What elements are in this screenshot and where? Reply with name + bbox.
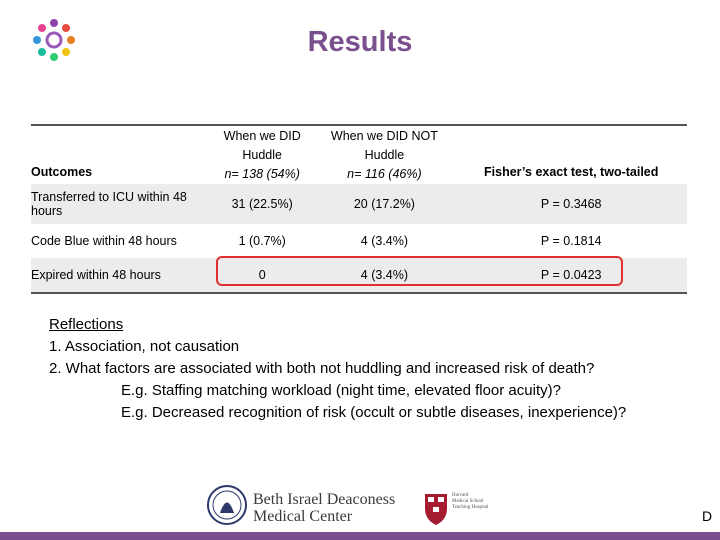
- did-huddle-cell: 1 (0.7%): [238, 234, 286, 248]
- org-line2: Medical Center: [253, 508, 353, 525]
- table-row: Transferred to ICU within 48 hours 31 (2…: [31, 184, 687, 224]
- did-not-huddle-cell: 20 (17.2%): [353, 197, 415, 211]
- outcome-cell: Code Blue within 48 hours: [31, 234, 177, 248]
- people-circle-logo: [33, 19, 75, 61]
- harvard-wordmark: Harvard Medical School Teaching Hospital: [452, 493, 502, 511]
- corner-letter: D: [702, 508, 713, 524]
- affiliate-line1: Harvard: [452, 493, 469, 498]
- reflection-item: 1. Association, not causation: [49, 338, 240, 355]
- page-title: Results: [307, 26, 413, 58]
- header-did-huddle: When we DID Huddle n= 138 (54%): [211, 125, 313, 184]
- footer-logos: [207, 485, 447, 525]
- header-did-not-huddle-line2: Huddle: [364, 147, 405, 162]
- significant-result-highlight: [216, 256, 623, 286]
- did-huddle-cell: 31 (22.5%): [231, 197, 293, 211]
- bottom-accent-bar: [0, 532, 720, 540]
- header-did-huddle-line1: When we DID: [223, 128, 301, 143]
- org-line1: Beth Israel Deaconess: [253, 491, 396, 508]
- did-not-huddle-cell: 4 (3.4%): [360, 234, 409, 248]
- affiliate-line2: Medical School: [452, 499, 484, 504]
- reflections-section: Reflections 1. Association, not causatio…: [49, 314, 709, 424]
- header-did-huddle-n: n= 138 (54%): [224, 166, 300, 181]
- table-row: Expired within 48 hours 0 4 (3.4%) P = 0…: [31, 258, 687, 293]
- p-value-cell: P = 0.0423: [540, 268, 602, 282]
- outcome-cell: Transferred to ICU within 48 hours: [31, 190, 187, 218]
- header-fisher-test: Fisher’s exact test, two-tailed: [484, 165, 659, 179]
- reflection-example: E.g. Decreased recognition of risk (occu…: [121, 404, 627, 421]
- header-did-not-huddle: When we DID NOT Huddle n= 116 (46%): [313, 125, 455, 184]
- results-table: Outcomes When we DID Huddle n= 138 (54%)…: [31, 124, 687, 294]
- reflection-item: 2. What factors are associated with both…: [49, 360, 595, 377]
- affiliate-line3: Teaching Hospital: [452, 505, 489, 510]
- reflections-heading: Reflections: [49, 316, 124, 333]
- reflection-example: E.g. Staffing matching workload (night t…: [121, 382, 561, 399]
- harvard-shield-icon: [425, 494, 447, 525]
- header-did-huddle-line2: Huddle: [242, 147, 282, 162]
- did-not-huddle-cell: 4 (3.4%): [360, 268, 409, 282]
- did-huddle-cell: 0: [258, 268, 266, 282]
- table-header-row: Outcomes When we DID Huddle n= 138 (54%)…: [31, 125, 687, 184]
- bidmc-wordmark: Beth Israel Deaconess Medical Center: [253, 491, 395, 525]
- bidmc-seal-icon: [207, 485, 247, 525]
- header-did-not-huddle-n: n= 116 (46%): [347, 166, 422, 181]
- p-value-cell: P = 0.1814: [540, 234, 602, 248]
- outcome-cell: Expired within 48 hours: [31, 268, 161, 282]
- header-did-not-huddle-line1: When we DID NOT: [330, 128, 438, 143]
- header-outcomes: Outcomes: [31, 165, 93, 179]
- table-row: Code Blue within 48 hours 1 (0.7%) 4 (3.…: [31, 224, 687, 258]
- p-value-cell: P = 0.3468: [540, 197, 602, 211]
